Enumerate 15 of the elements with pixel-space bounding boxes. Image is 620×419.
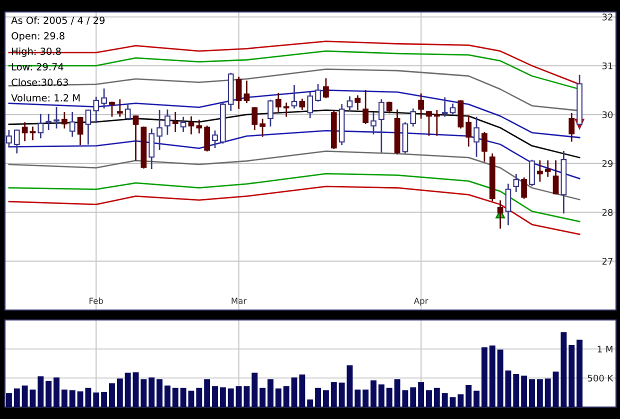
y-tick-label: 31 <box>602 62 612 70</box>
annotation: Close:30.63 <box>12 78 68 86</box>
x-tick-label: Mar <box>232 298 247 304</box>
annotation: Volume: 1.2 M <box>11 94 80 102</box>
y-tick-label: 28 <box>602 209 613 216</box>
y-tick-label: 500 K <box>588 374 614 382</box>
y-tick-label: 32 <box>602 14 612 20</box>
x-tick-label: Apr <box>414 298 428 306</box>
y-tick-label: 30 <box>602 111 613 118</box>
annotation: As Of: 2005 / 4 / 29 <box>11 16 105 25</box>
annotation: Open: 29.8 <box>12 32 64 42</box>
y-tick-label: 1 M <box>598 346 612 352</box>
y-tick-label: 27 <box>602 258 612 265</box>
x-tick-label: Feb <box>90 298 104 304</box>
y-tick-label: 29 <box>602 160 613 167</box>
